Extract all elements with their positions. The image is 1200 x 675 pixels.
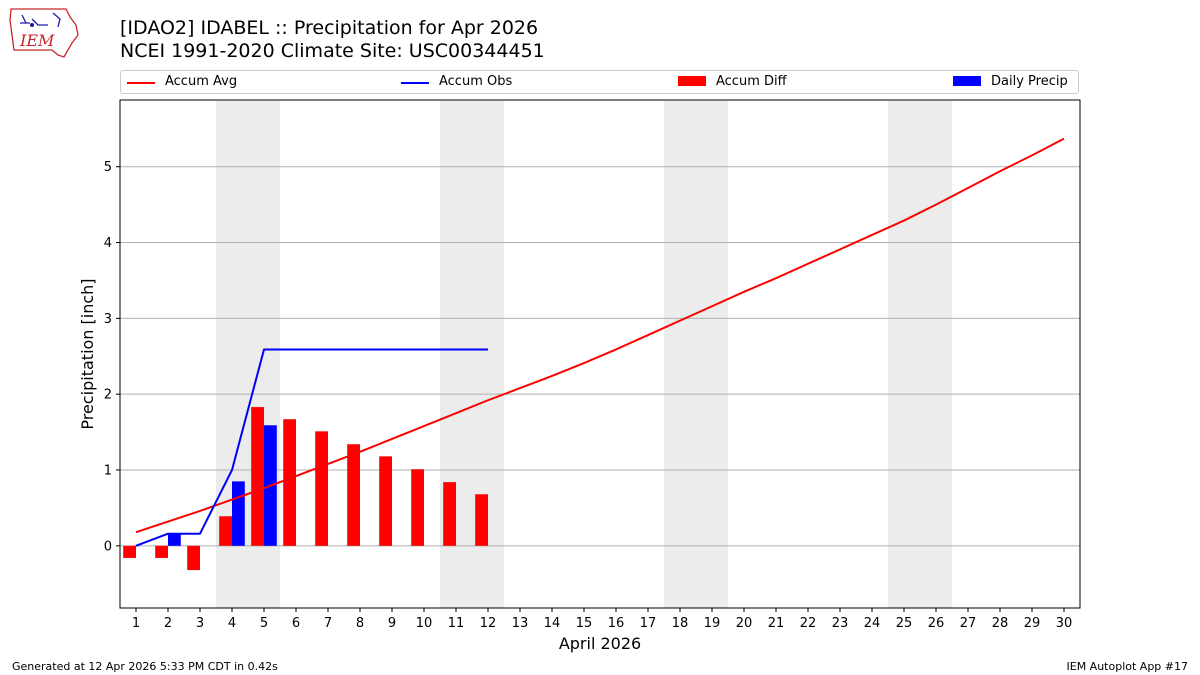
line-accum-obs — [135, 348, 488, 547]
weekend-band — [440, 100, 504, 608]
x-tick-label: 12 — [480, 616, 497, 631]
x-tick-label: 7 — [324, 616, 332, 631]
x-axis-label: April 2026 — [559, 634, 641, 653]
x-tick-label: 22 — [800, 616, 817, 631]
x-tick-label: 11 — [448, 616, 465, 631]
x-tick-label: 10 — [416, 616, 433, 631]
app-id-footer: IEM Autoplot App #17 — [1066, 660, 1189, 673]
x-tick-label: 5 — [260, 616, 268, 631]
bar-accum-diff — [283, 419, 296, 546]
legend-label: Daily Precip — [991, 74, 1068, 89]
legend-label: Accum Avg — [165, 74, 238, 89]
bar-accum-diff — [219, 516, 232, 546]
x-tick-label: 28 — [992, 616, 1009, 631]
y-tick-label: 3 — [104, 312, 112, 327]
x-tick-label: 25 — [896, 616, 913, 631]
x-tick-label: 19 — [704, 616, 721, 631]
bar-accum-diff — [347, 444, 360, 546]
bar-accum-diff — [475, 494, 488, 546]
x-tick-label: 1 — [132, 616, 140, 631]
chart-legend: Accum Avg Accum Obs Accum Diff Daily Pre… — [120, 70, 1079, 94]
x-tick-label: 2 — [164, 616, 172, 631]
bar-accum-diff — [411, 469, 424, 546]
y-tick-label: 1 — [104, 464, 112, 479]
bar-daily-precip — [232, 481, 245, 546]
y-tick-label: 0 — [104, 539, 112, 554]
legend-swatch-accum-diff — [678, 76, 706, 86]
weekend-band — [888, 100, 952, 608]
bar-accum-diff — [251, 407, 264, 546]
line-accum-avg — [135, 137, 1065, 534]
x-tick-label: 8 — [356, 616, 364, 631]
legend-label: Accum Diff — [716, 74, 787, 89]
bar-daily-precip — [168, 533, 181, 546]
logo-text: IEM — [19, 31, 55, 50]
x-tick-label: 3 — [196, 616, 204, 631]
x-tick-label: 30 — [1056, 616, 1073, 631]
y-tick-label: 4 — [104, 236, 112, 251]
plot-frame — [119, 99, 1081, 609]
x-tick-label: 9 — [388, 616, 396, 631]
y-axis-label: Precipitation [inch] — [78, 278, 97, 429]
weekend-band — [664, 100, 728, 608]
x-tick-label: 27 — [960, 616, 977, 631]
x-tick-label: 21 — [768, 616, 785, 631]
x-tick-label: 15 — [576, 616, 593, 631]
chart-subtitle: NCEI 1991-2020 Climate Site: USC00344451 — [120, 40, 545, 62]
x-tick-label: 4 — [228, 616, 236, 631]
bar-accum-diff — [123, 545, 136, 558]
x-tick-label: 17 — [640, 616, 657, 631]
x-tick-label: 18 — [672, 616, 689, 631]
chart-title: [IDAO2] IDABEL :: Precipitation for Apr … — [120, 17, 539, 39]
legend-label: Accum Obs — [439, 74, 513, 89]
x-tick-label: 6 — [292, 616, 300, 631]
x-tick-label: 26 — [928, 616, 945, 631]
legend-swatch-daily-precip — [953, 76, 981, 86]
bar-accum-diff — [155, 545, 168, 558]
weekend-band — [216, 100, 280, 608]
x-tick-label: 20 — [736, 616, 753, 631]
x-tick-label: 29 — [1024, 616, 1041, 631]
x-tick-label: 13 — [512, 616, 529, 631]
generated-footer: Generated at 12 Apr 2026 5:33 PM CDT in … — [12, 660, 278, 673]
legend-swatch-accum-obs — [401, 82, 429, 84]
bar-daily-precip — [264, 425, 277, 546]
iem-logo: IEM — [9, 8, 79, 58]
legend-swatch-accum-avg — [127, 82, 155, 84]
x-tick-label: 14 — [544, 616, 561, 631]
bar-accum-diff — [443, 482, 456, 546]
x-tick-label: 23 — [832, 616, 849, 631]
x-tick-label: 24 — [864, 616, 881, 631]
y-tick-label: 5 — [104, 160, 112, 175]
bar-accum-diff — [379, 456, 392, 546]
bar-accum-diff — [315, 431, 328, 546]
x-tick-label: 16 — [608, 616, 625, 631]
y-tick-label: 2 — [104, 388, 112, 403]
bar-accum-diff — [187, 545, 200, 571]
